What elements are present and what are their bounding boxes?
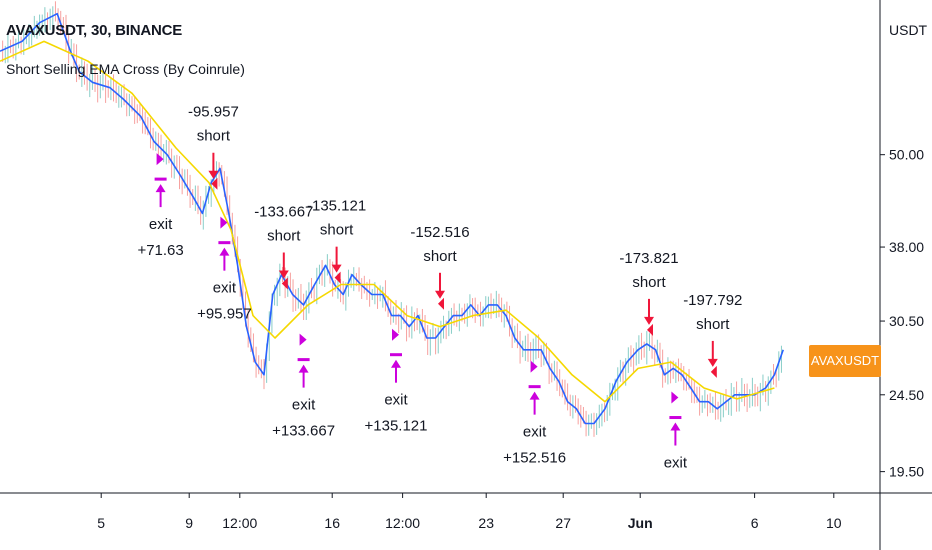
x-tick-label: Jun (628, 515, 653, 531)
last-price-tag: AVAXUSDT (809, 345, 881, 377)
exit-label: exit (523, 424, 547, 441)
short-marker (281, 277, 288, 290)
exit-arrow-head (391, 359, 401, 368)
y-tick-label: 30.50 (889, 313, 924, 329)
indicator-label[interactable]: Short Selling EMA Cross (By Coinrule) (6, 61, 245, 77)
short-label: short (197, 128, 231, 145)
exit-marker (220, 216, 228, 229)
y-tick-label: 38.00 (889, 239, 924, 255)
exit-marker (671, 391, 679, 404)
short-value: -152.516 (410, 224, 469, 241)
short-arrow-head (707, 358, 718, 367)
short-label: short (423, 248, 457, 265)
x-tick-label: 9 (185, 515, 193, 531)
short-arrow-head (644, 316, 654, 325)
x-tick-label: 12:00 (222, 515, 257, 531)
exit-value: +95.957 (197, 306, 252, 323)
short-label: short (320, 222, 354, 239)
short-marker (710, 365, 717, 378)
short-marker (334, 271, 341, 284)
short-value: -135.121 (307, 198, 366, 215)
exit-arrow-head (529, 391, 540, 400)
exit-marker (299, 333, 307, 346)
exit-label: exit (292, 397, 316, 414)
short-arrow-head (331, 264, 342, 273)
y-tick-label: 24.50 (889, 387, 924, 403)
exit-label: exit (213, 280, 237, 297)
short-value: -133.667 (254, 204, 313, 221)
exit-marker (530, 360, 538, 373)
x-tick-label: 12:00 (385, 515, 420, 531)
short-marker (647, 323, 653, 336)
trade-signals: short -95.957 exit +71.63 exit +95.957 short -1… (137, 104, 742, 472)
x-tick-label: 27 (555, 515, 571, 531)
series-layer (0, 1, 784, 437)
exit-value: +135.121 (365, 418, 428, 435)
short-marker (211, 177, 218, 190)
exit-arrow-head (670, 422, 681, 431)
exit-arrow-head (155, 184, 166, 193)
exit-value: +152.516 (503, 450, 566, 467)
short-arrow-head (278, 270, 289, 279)
short-arrow-head (208, 170, 219, 179)
exit-marker (392, 328, 399, 341)
ema_slow-line (0, 40, 775, 403)
x-tick-label: 10 (826, 515, 842, 531)
x-tick-label: 23 (478, 515, 494, 531)
exit-arrow-head (298, 364, 309, 373)
exit-label: exit (384, 392, 408, 409)
short-value: -95.957 (188, 104, 239, 121)
price-axis-currency: USDT (889, 22, 928, 38)
exit-arrow-head (219, 247, 230, 256)
short-value: -197.792 (683, 292, 742, 309)
short-label: short (267, 228, 301, 245)
exit-value: +133.667 (272, 423, 335, 440)
x-tick-label: 6 (751, 515, 759, 531)
y-tick-label: 50.00 (889, 147, 924, 163)
price-line (0, 12, 784, 425)
short-value: -173.821 (619, 250, 678, 267)
short-label: short (632, 274, 666, 291)
exit-marker (156, 153, 164, 166)
x-tick-label: 5 (97, 515, 105, 531)
x-tick-label: 16 (324, 515, 340, 531)
symbol-title[interactable]: AVAXUSDT, 30, BINANCE (6, 22, 183, 39)
short-label: short (696, 316, 730, 333)
y-tick-label: 19.50 (889, 464, 924, 480)
exit-label: exit (149, 216, 173, 233)
short-arrow-head (435, 290, 445, 299)
short-marker (438, 297, 444, 310)
exit-label: exit (664, 455, 688, 472)
exit-value: +71.63 (137, 242, 183, 259)
